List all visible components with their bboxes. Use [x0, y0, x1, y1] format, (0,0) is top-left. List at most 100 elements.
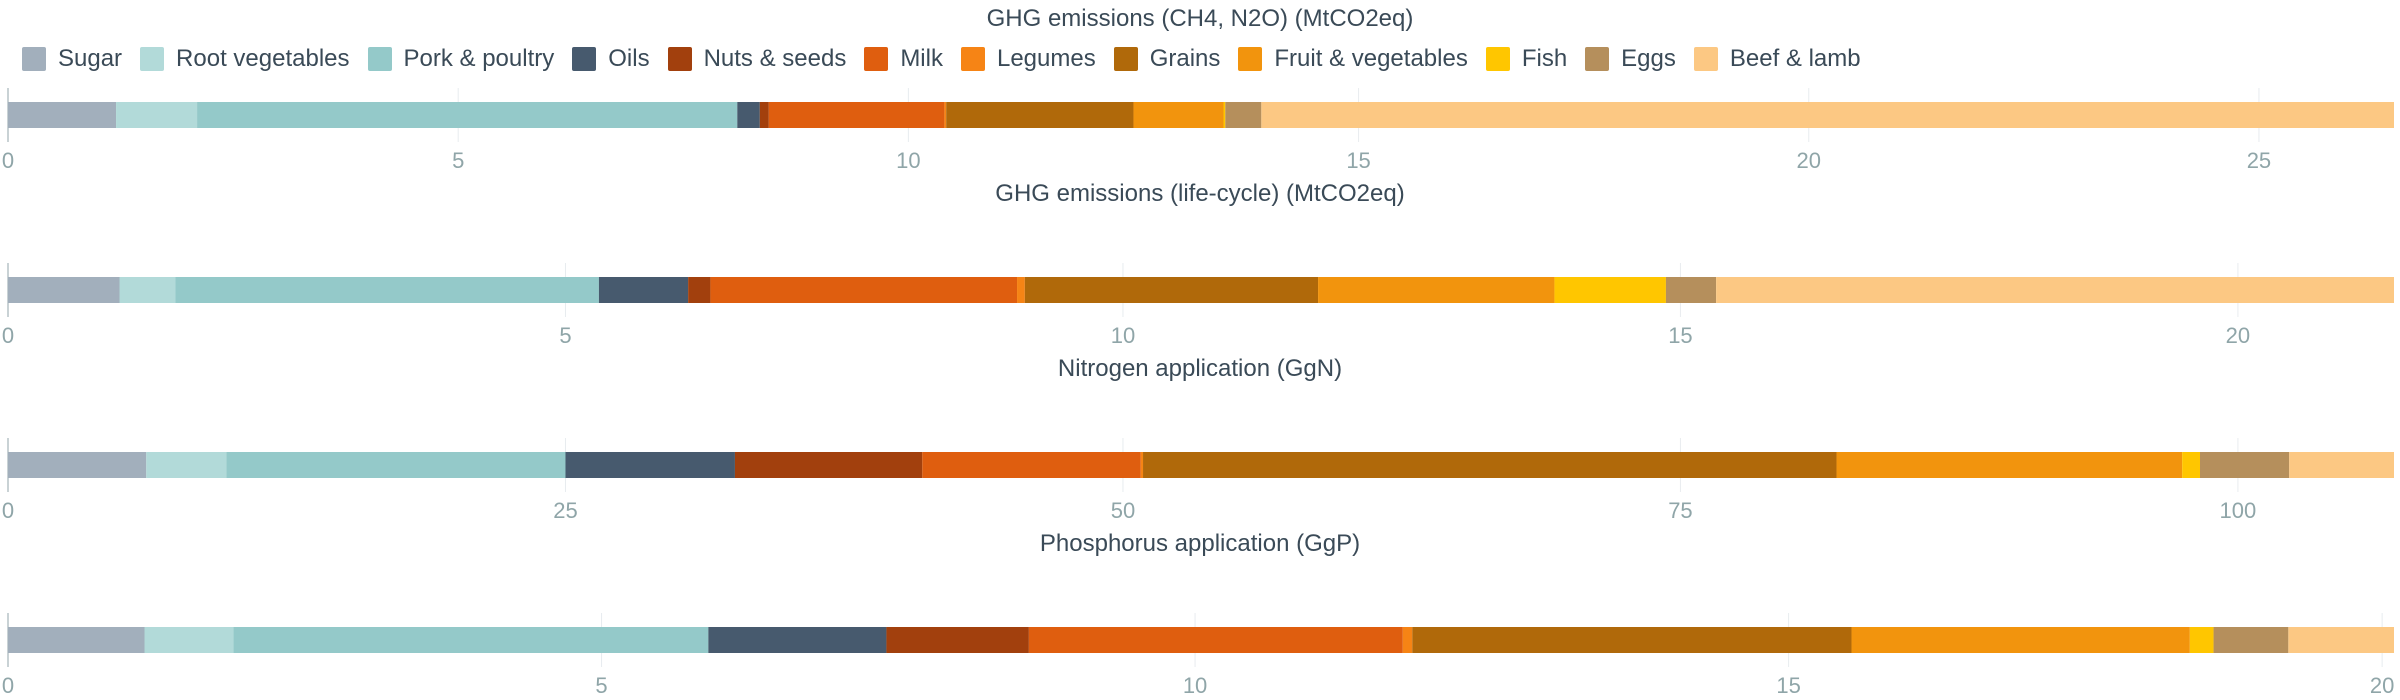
legend-swatch	[864, 47, 889, 71]
bar-segment-fruit-vegetables[interactable]	[1318, 277, 1555, 303]
tick-label: 15	[1668, 323, 1692, 348]
bar-segment-nuts-seeds[interactable]	[688, 277, 711, 303]
legend-item[interactable]: Beef & lamb	[1693, 45, 1861, 73]
bar-segment-nuts-seeds[interactable]	[734, 452, 923, 478]
legend-label: Sugar	[58, 45, 123, 72]
bar-segment-sugar[interactable]	[8, 627, 145, 653]
legend-swatch	[1113, 47, 1138, 71]
legend-label: Eggs	[1621, 45, 1676, 72]
bar-segment-fruit-vegetables[interactable]	[1133, 102, 1224, 128]
tick-label: 75	[1668, 498, 1692, 523]
legend-label: Root vegetables	[176, 45, 350, 72]
bar-segment-milk[interactable]	[1028, 627, 1403, 653]
tick-label: 10	[1111, 323, 1135, 348]
legend-label: Fruit & vegetables	[1274, 45, 1468, 72]
legend-item[interactable]: Grains	[1113, 45, 1221, 73]
tick-label: 10	[896, 148, 920, 173]
chart-title: GHG emissions (CH4, N2O) (MtCO2eq)	[987, 5, 1414, 32]
legend-swatch	[1238, 47, 1263, 71]
legend-label: Nuts & seeds	[703, 45, 847, 72]
bar-segment-fish[interactable]	[1223, 102, 1226, 128]
legend-item[interactable]: Legumes	[960, 45, 1096, 73]
bar-segment-eggs[interactable]	[1665, 277, 1717, 303]
legend-item[interactable]: Fish	[1485, 45, 1568, 73]
bar-segment-pork-poultry[interactable]	[226, 452, 566, 478]
bar-segment-oils[interactable]	[598, 277, 689, 303]
bar-segment-sugar[interactable]	[8, 277, 120, 303]
bar-segment-legumes[interactable]	[944, 102, 947, 128]
chart-title: Phosphorus application (GgP)	[1040, 530, 1360, 557]
tick-label: 50	[1111, 498, 1135, 523]
tick-label: 100	[2220, 498, 2257, 523]
bar-segment-fish[interactable]	[1554, 277, 1666, 303]
bar-segment-root-vegetables[interactable]	[119, 277, 176, 303]
bar-segment-nuts-seeds[interactable]	[886, 627, 1029, 653]
tick-label: 5	[452, 148, 464, 173]
legend-item[interactable]: Milk	[864, 45, 943, 73]
legend-swatch	[960, 47, 985, 71]
bar-segment-legumes[interactable]	[1402, 627, 1413, 653]
bar-segment-root-vegetables[interactable]	[116, 102, 198, 128]
bar-segment-oils[interactable]	[565, 452, 735, 478]
legend-swatch	[367, 47, 392, 71]
bar-segment-legumes[interactable]	[1140, 452, 1144, 478]
legend-label: Grains	[1149, 45, 1221, 72]
bar-segment-legumes[interactable]	[1017, 277, 1025, 303]
chart-title: GHG emissions (life-cycle) (MtCO2eq)	[995, 180, 1404, 207]
bar-segment-eggs[interactable]	[2199, 452, 2290, 478]
tick-label: 20	[2370, 673, 2394, 698]
bar-segment-pork-poultry[interactable]	[197, 102, 738, 128]
bar-segment-root-vegetables[interactable]	[144, 627, 234, 653]
bar-segment-grains[interactable]	[946, 102, 1134, 128]
chart-legend: Sugar Root vegetables Pork & poultry Oils Nu…	[22, 42, 1879, 76]
bar-segment-beef-lamb[interactable]	[2289, 452, 2394, 478]
bar-segment-pork-poultry[interactable]	[233, 627, 709, 653]
bar-segment-root-vegetables[interactable]	[146, 452, 227, 478]
tick-label: 0	[2, 323, 14, 348]
legend-label: Pork & poultry	[403, 45, 555, 72]
bar-segment-grains[interactable]	[1024, 277, 1319, 303]
legend-swatch	[572, 47, 597, 71]
bar-segment-milk[interactable]	[922, 452, 1141, 478]
bar-segment-fish[interactable]	[2189, 627, 2214, 653]
bar-segment-beef-lamb[interactable]	[2288, 627, 2394, 653]
legend-item[interactable]: Fruit & vegetables	[1238, 45, 1468, 73]
legend-item[interactable]: Oils	[572, 45, 650, 73]
bar-segment-fruit-vegetables[interactable]	[1851, 627, 2190, 653]
bar-segment-sugar[interactable]	[8, 452, 147, 478]
bar-segment-beef-lamb[interactable]	[1261, 102, 2394, 128]
bar-segment-sugar[interactable]	[8, 102, 117, 128]
bar-segment-oils[interactable]	[737, 102, 760, 128]
bar-segment-beef-lamb[interactable]	[1716, 277, 2394, 303]
legend-item[interactable]: Pork & poultry	[367, 45, 555, 73]
tick-label: 15	[1776, 673, 1800, 698]
tick-label: 5	[559, 323, 571, 348]
bar-segment-eggs[interactable]	[1225, 102, 1262, 128]
tick-label: 20	[1797, 148, 1821, 173]
bar-segment-grains[interactable]	[1412, 627, 1852, 653]
bar-segment-grains[interactable]	[1143, 452, 1837, 478]
bar-segment-fish[interactable]	[2182, 452, 2200, 478]
bar-segment-pork-poultry[interactable]	[175, 277, 599, 303]
legend-swatch	[1693, 47, 1718, 71]
tick-label: 0	[2, 148, 14, 173]
tick-label: 25	[2247, 148, 2271, 173]
tick-label: 20	[2226, 323, 2250, 348]
legend-swatch	[1485, 47, 1510, 71]
legend-item[interactable]: Sugar	[22, 45, 122, 73]
tick-label: 0	[2, 498, 14, 523]
tick-label: 25	[553, 498, 577, 523]
legend-label: Fish	[1521, 45, 1568, 72]
bar-segment-fruit-vegetables[interactable]	[1836, 452, 2183, 478]
bar-segment-oils[interactable]	[708, 627, 887, 653]
bar-segment-milk[interactable]	[710, 277, 1018, 303]
chart-title: Nitrogen application (GgN)	[1058, 355, 1342, 382]
legend-item[interactable]: Root vegetables	[140, 45, 350, 73]
bar-segment-milk[interactable]	[768, 102, 945, 128]
bar-segment-eggs[interactable]	[2213, 627, 2289, 653]
legend-item[interactable]: Eggs	[1585, 45, 1676, 73]
bar-segment-nuts-seeds[interactable]	[759, 102, 769, 128]
legend-item[interactable]: Nuts & seeds	[667, 45, 847, 73]
